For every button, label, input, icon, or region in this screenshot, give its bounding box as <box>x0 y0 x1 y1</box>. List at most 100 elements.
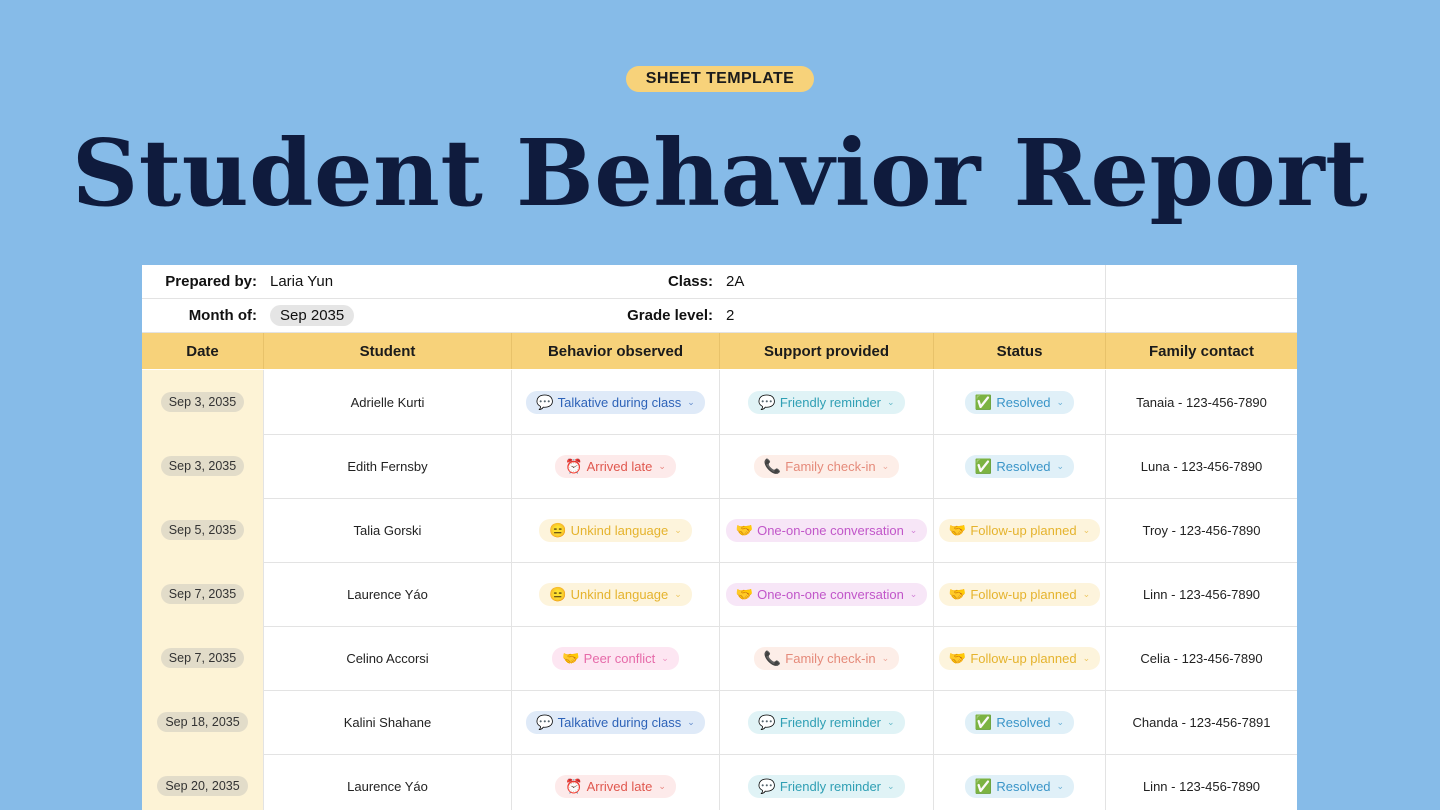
status-tag[interactable]: ✅ Resolved ⌄ <box>964 710 1075 734</box>
behavior-cell[interactable]: ⏰ Arrived late ⌄ <box>512 434 720 498</box>
contact-cell[interactable]: Troy - 123-456-7890 <box>1106 498 1297 562</box>
month-value[interactable]: Sep 2035 <box>270 305 355 326</box>
student-cell[interactable]: Talia Gorski <box>264 498 512 562</box>
status-tag[interactable]: 🤝 Follow-up planned ⌄ <box>938 646 1101 670</box>
behavior-cell[interactable]: 😑 Unkind language ⌄ <box>512 498 720 562</box>
status-cell[interactable]: 🤝 Follow-up planned ⌄ <box>934 626 1106 690</box>
date-cell[interactable]: Sep 3, 2035 <box>142 370 264 434</box>
chevron-down-icon[interactable]: ⌄ <box>661 652 669 663</box>
class-value[interactable]: 2A <box>726 273 745 290</box>
support-tag[interactable]: 💬 Friendly reminder ⌄ <box>748 710 905 734</box>
date-cell[interactable]: Sep 7, 2035 <box>142 562 264 626</box>
grade-value[interactable]: 2 <box>726 307 735 324</box>
chevron-down-icon[interactable]: ⌄ <box>658 460 666 471</box>
month-value-cell[interactable]: Sep 2035 <box>270 299 510 332</box>
support-cell[interactable]: 🤝 One-on-one conversation ⌄ <box>720 498 934 562</box>
student-cell[interactable]: Laurence Yáo <box>264 562 512 626</box>
chevron-down-icon[interactable]: ⌄ <box>1082 588 1091 599</box>
behavior-cell[interactable]: ⏰ Arrived late ⌄ <box>512 754 720 810</box>
chevron-down-icon[interactable]: ⌄ <box>1056 396 1065 407</box>
chevron-down-icon[interactable]: ⌄ <box>1056 716 1065 727</box>
student-cell[interactable]: Kalini Shahane <box>264 690 512 754</box>
behavior-cell[interactable]: 💬 Talkative during class ⌄ <box>512 370 720 434</box>
header-status[interactable]: Status <box>934 333 1106 369</box>
status-cell[interactable]: ✅ Resolved ⌄ <box>934 754 1106 810</box>
contact-cell[interactable]: Tanaia - 123-456-7890 <box>1106 370 1297 434</box>
date-value[interactable]: Sep 7, 2035 <box>160 584 245 604</box>
chevron-down-icon[interactable]: ⌄ <box>1056 780 1065 791</box>
contact-cell[interactable]: Chanda - 123-456-7891 <box>1106 690 1297 754</box>
behavior-tag[interactable]: ⏰ Arrived late ⌄ <box>555 454 676 478</box>
support-tag[interactable]: 📞 Family check-in ⌄ <box>753 646 900 670</box>
chevron-down-icon[interactable]: ⌄ <box>909 524 918 535</box>
header-student[interactable]: Student <box>264 333 512 369</box>
date-value[interactable]: Sep 20, 2035 <box>157 776 248 796</box>
support-cell[interactable]: 📞 Family check-in ⌄ <box>720 626 934 690</box>
status-tag[interactable]: ✅ Resolved ⌄ <box>964 774 1075 798</box>
status-cell[interactable]: ✅ Resolved ⌄ <box>934 690 1106 754</box>
status-tag[interactable]: 🤝 Follow-up planned ⌄ <box>938 582 1101 606</box>
chevron-down-icon[interactable]: ⌄ <box>887 716 895 727</box>
chevron-down-icon[interactable]: ⌄ <box>674 588 682 599</box>
contact-cell[interactable]: Luna - 123-456-7890 <box>1106 434 1297 498</box>
date-value[interactable]: Sep 18, 2035 <box>157 712 248 732</box>
chevron-down-icon[interactable]: ⌄ <box>1056 460 1065 471</box>
date-value[interactable]: Sep 7, 2035 <box>160 648 245 668</box>
behavior-tag[interactable]: 😑 Unkind language ⌄ <box>539 582 692 606</box>
chevron-down-icon[interactable]: ⌄ <box>887 396 895 407</box>
status-tag[interactable]: 🤝 Follow-up planned ⌄ <box>938 518 1101 542</box>
chevron-down-icon[interactable]: ⌄ <box>887 780 895 791</box>
header-family-contact[interactable]: Family contact <box>1148 342 1255 360</box>
chevron-down-icon[interactable]: ⌄ <box>881 460 890 471</box>
support-tag[interactable]: 🤝 One-on-one conversation ⌄ <box>725 582 928 606</box>
student-cell[interactable]: Celino Accorsi <box>264 626 512 690</box>
date-cell[interactable]: Sep 20, 2035 <box>142 754 264 810</box>
behavior-tag[interactable]: 😑 Unkind language ⌄ <box>539 518 692 542</box>
chevron-down-icon[interactable]: ⌄ <box>658 780 666 791</box>
prepared-value[interactable]: Laria Yun <box>270 273 334 290</box>
status-tag[interactable]: ✅ Resolved ⌄ <box>964 390 1075 414</box>
header-support[interactable]: Support provided <box>720 333 934 369</box>
chevron-down-icon[interactable]: ⌄ <box>674 524 682 535</box>
chevron-down-icon[interactable]: ⌄ <box>687 716 695 727</box>
date-cell[interactable]: Sep 3, 2035 <box>142 434 264 498</box>
contact-cell[interactable]: Celia - 123-456-7890 <box>1106 626 1297 690</box>
date-cell[interactable]: Sep 7, 2035 <box>142 626 264 690</box>
contact-cell[interactable]: Linn - 123-456-7890 <box>1106 754 1297 810</box>
header-date[interactable]: Date <box>142 333 264 369</box>
support-cell[interactable]: 📞 Family check-in ⌄ <box>720 434 934 498</box>
chevron-down-icon[interactable]: ⌄ <box>687 396 695 407</box>
date-value[interactable]: Sep 3, 2035 <box>160 392 245 412</box>
student-cell[interactable]: Adrielle Kurti <box>264 370 512 434</box>
behavior-tag[interactable]: 🤝 Peer conflict ⌄ <box>552 646 679 670</box>
chevron-down-icon[interactable]: ⌄ <box>881 652 890 663</box>
student-cell[interactable]: Edith Fernsby <box>264 434 512 498</box>
chevron-down-icon[interactable]: ⌄ <box>909 588 918 599</box>
status-tag[interactable]: ✅ Resolved ⌄ <box>964 454 1075 478</box>
status-cell[interactable]: 🤝 Follow-up planned ⌄ <box>934 498 1106 562</box>
support-tag[interactable]: 💬 Friendly reminder ⌄ <box>748 774 905 798</box>
student-cell[interactable]: Laurence Yáo <box>264 754 512 810</box>
header-behavior[interactable]: Behavior observed <box>512 333 720 369</box>
date-value[interactable]: Sep 3, 2035 <box>160 456 245 476</box>
support-tag[interactable]: 📞 Family check-in ⌄ <box>753 454 900 478</box>
support-cell[interactable]: 💬 Friendly reminder ⌄ <box>720 754 934 810</box>
behavior-tag[interactable]: 💬 Talkative during class ⌄ <box>526 710 705 734</box>
chevron-down-icon[interactable]: ⌄ <box>1082 524 1091 535</box>
behavior-tag[interactable]: 💬 Talkative during class ⌄ <box>526 390 705 414</box>
behavior-tag[interactable]: ⏰ Arrived late ⌄ <box>555 774 676 798</box>
behavior-cell[interactable]: 😑 Unkind language ⌄ <box>512 562 720 626</box>
support-cell[interactable]: 💬 Friendly reminder ⌄ <box>720 370 934 434</box>
behavior-cell[interactable]: 🤝 Peer conflict ⌄ <box>512 626 720 690</box>
support-cell[interactable]: 🤝 One-on-one conversation ⌄ <box>720 562 934 626</box>
support-tag[interactable]: 💬 Friendly reminder ⌄ <box>748 390 905 414</box>
support-cell[interactable]: 💬 Friendly reminder ⌄ <box>720 690 934 754</box>
date-value[interactable]: Sep 5, 2035 <box>160 520 245 540</box>
status-cell[interactable]: ✅ Resolved ⌄ <box>934 434 1106 498</box>
contact-cell[interactable]: Linn - 123-456-7890 <box>1106 562 1297 626</box>
date-cell[interactable]: Sep 18, 2035 <box>142 690 264 754</box>
behavior-cell[interactable]: 💬 Talkative during class ⌄ <box>512 690 720 754</box>
status-cell[interactable]: 🤝 Follow-up planned ⌄ <box>934 562 1106 626</box>
support-tag[interactable]: 🤝 One-on-one conversation ⌄ <box>725 518 928 542</box>
chevron-down-icon[interactable]: ⌄ <box>1082 652 1091 663</box>
